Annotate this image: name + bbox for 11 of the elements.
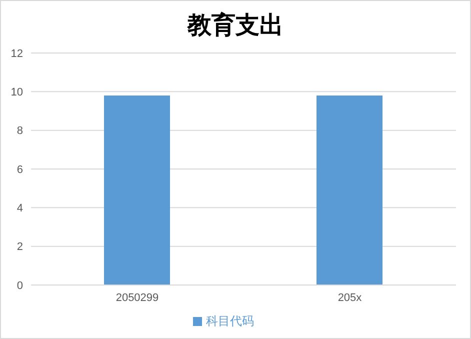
y-tick-label: 6: [16, 164, 23, 176]
y-tick-label: 2: [16, 241, 23, 254]
legend-label: 科目代码: [206, 314, 254, 328]
y-tick-label: 8: [16, 125, 23, 138]
x-tick-label: 205x: [338, 292, 362, 304]
y-tick-label: 10: [10, 86, 23, 99]
y-tick-label: 0: [16, 280, 23, 292]
x-tick-label: 2050299: [116, 292, 159, 304]
chart-title: 教育支出: [186, 9, 284, 41]
y-tick-label: 12: [10, 48, 23, 60]
y-tick-label: 4: [16, 202, 23, 215]
